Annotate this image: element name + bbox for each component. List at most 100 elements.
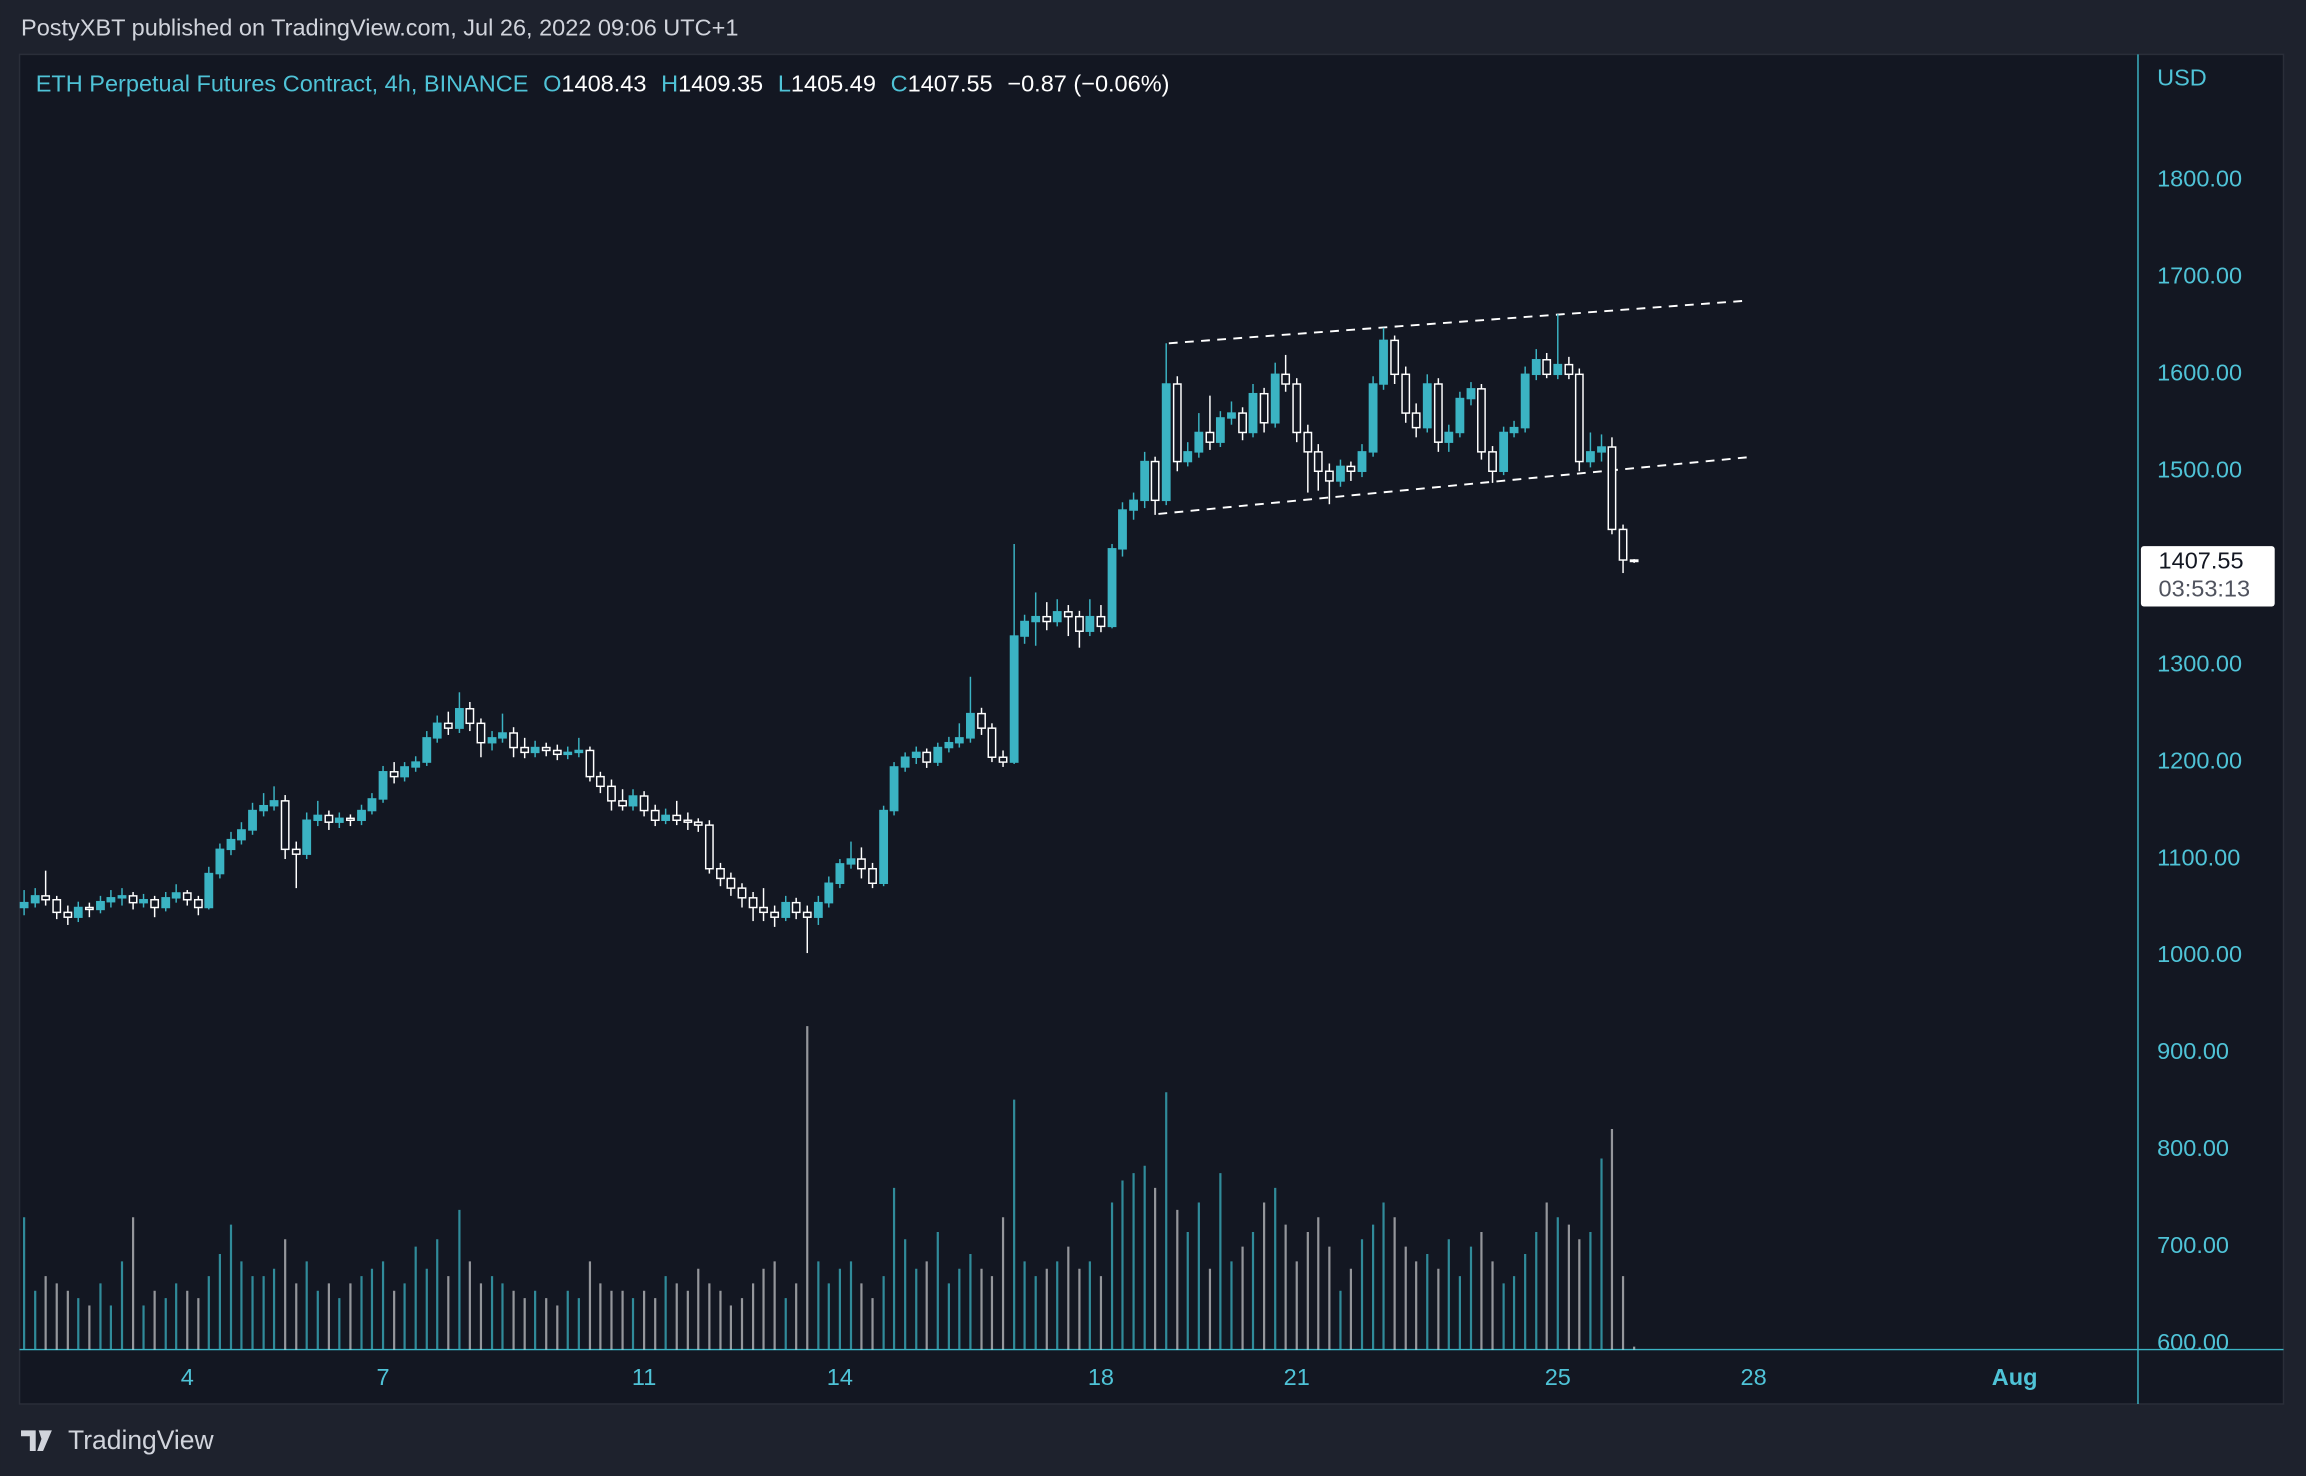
x-tick-label: Aug <box>1992 1364 2038 1390</box>
candle-body <box>857 858 866 870</box>
candle-body <box>791 901 801 914</box>
candle-body <box>1118 509 1127 550</box>
candle-body <box>139 899 148 904</box>
candle-body <box>530 746 540 754</box>
candle-body <box>639 795 649 812</box>
candle-body <box>1075 615 1084 632</box>
candle-body <box>585 749 595 778</box>
candle-body <box>1368 383 1378 453</box>
candle-body <box>748 897 758 909</box>
candle-body <box>1052 611 1062 623</box>
candle-body <box>628 795 638 807</box>
candle-body <box>1150 460 1160 502</box>
candle-body <box>1215 417 1225 443</box>
legend-value: 1408.43 <box>561 70 646 96</box>
x-tick-label: 25 <box>1545 1364 1571 1390</box>
candle-body <box>944 741 954 749</box>
candle-body <box>1324 470 1334 482</box>
candle-body <box>987 727 997 758</box>
candle-body <box>302 819 312 855</box>
y-tick-label: 1600.00 <box>2157 360 2242 386</box>
candle-body <box>1292 383 1302 434</box>
trendline <box>1158 455 1754 515</box>
candle-body <box>1618 528 1628 561</box>
candle-body <box>835 863 845 885</box>
candle-body <box>41 895 51 901</box>
candle-body <box>563 751 573 756</box>
candle-body <box>19 901 29 909</box>
candle-body <box>1542 359 1552 376</box>
price-tag-value: 1407.55 <box>2159 548 2244 574</box>
candle-body <box>1531 359 1541 376</box>
candle-body <box>487 737 497 744</box>
candle-body <box>443 722 453 729</box>
candle-body <box>802 911 812 918</box>
publisher-line: PostyXBT published on TradingView.com, J… <box>21 15 738 41</box>
candle-body <box>759 906 768 914</box>
candle-body <box>1564 363 1574 376</box>
y-tick-label: 1000.00 <box>2157 941 2242 967</box>
candle-body <box>672 814 682 821</box>
legend-title: ETH Perpetual Futures Contract, 4h, BINA… <box>36 70 529 96</box>
y-tick-label: 700.00 <box>2157 1232 2229 1258</box>
candle-body <box>1270 373 1280 424</box>
candle-body <box>1607 446 1617 531</box>
candle-body <box>1227 412 1236 419</box>
y-tick-label: 1700.00 <box>2157 263 2242 289</box>
legend-header: ETH Perpetual Futures Contract, 4h, BINA… <box>36 70 1170 96</box>
candle-body <box>30 895 40 904</box>
x-tick-label: 14 <box>827 1364 853 1390</box>
candle-body <box>411 761 421 768</box>
candle-body <box>954 737 964 744</box>
brand-logo: TradingView <box>21 1425 215 1455</box>
candle-body <box>357 809 366 821</box>
candle-body <box>1183 451 1193 463</box>
candle-body <box>509 732 518 749</box>
legend-letter: O <box>543 70 561 96</box>
candle-body <box>324 814 334 823</box>
candle-body <box>1303 431 1313 453</box>
candle-body <box>313 814 323 821</box>
candle-body <box>595 775 605 788</box>
candle-body <box>1281 373 1291 385</box>
candle-body <box>1194 431 1204 453</box>
candle-body <box>770 911 780 918</box>
candle-body <box>389 771 399 778</box>
candle-body <box>1009 635 1019 763</box>
candle-body <box>226 838 236 851</box>
candle-body <box>1509 426 1519 434</box>
legend-value: 1407.55 <box>908 70 993 96</box>
x-tick-label: 18 <box>1088 1364 1114 1390</box>
brand-name: TradingView <box>68 1425 214 1455</box>
candle-body <box>683 819 693 823</box>
candle-body <box>1629 559 1639 563</box>
candle-body <box>737 887 747 899</box>
candle-body <box>889 766 899 812</box>
legend-letter: H <box>661 70 678 96</box>
candle-body <box>422 737 432 763</box>
candle-body <box>84 906 94 911</box>
candle-body <box>171 892 181 899</box>
candle-body <box>1401 373 1411 414</box>
candle-body <box>1161 383 1171 502</box>
y-tick-label: 1100.00 <box>2157 844 2240 870</box>
candle-body <box>161 897 171 909</box>
candle-body <box>716 867 725 880</box>
candle-body <box>182 892 192 901</box>
candle-body <box>1259 392 1269 424</box>
candle-body <box>922 751 932 763</box>
candle-body <box>400 766 410 778</box>
candle-body <box>455 708 464 729</box>
candle-body <box>650 809 660 821</box>
y-tick-label: 1800.00 <box>2157 166 2242 192</box>
candle-body <box>1042 615 1052 623</box>
candle-body <box>432 722 442 739</box>
candle-body <box>465 708 475 725</box>
price-tag <box>2140 546 2275 607</box>
candle-body <box>269 800 279 807</box>
candle-body <box>367 798 377 812</box>
candle-body <box>1313 451 1323 472</box>
candle-body <box>1422 383 1432 429</box>
